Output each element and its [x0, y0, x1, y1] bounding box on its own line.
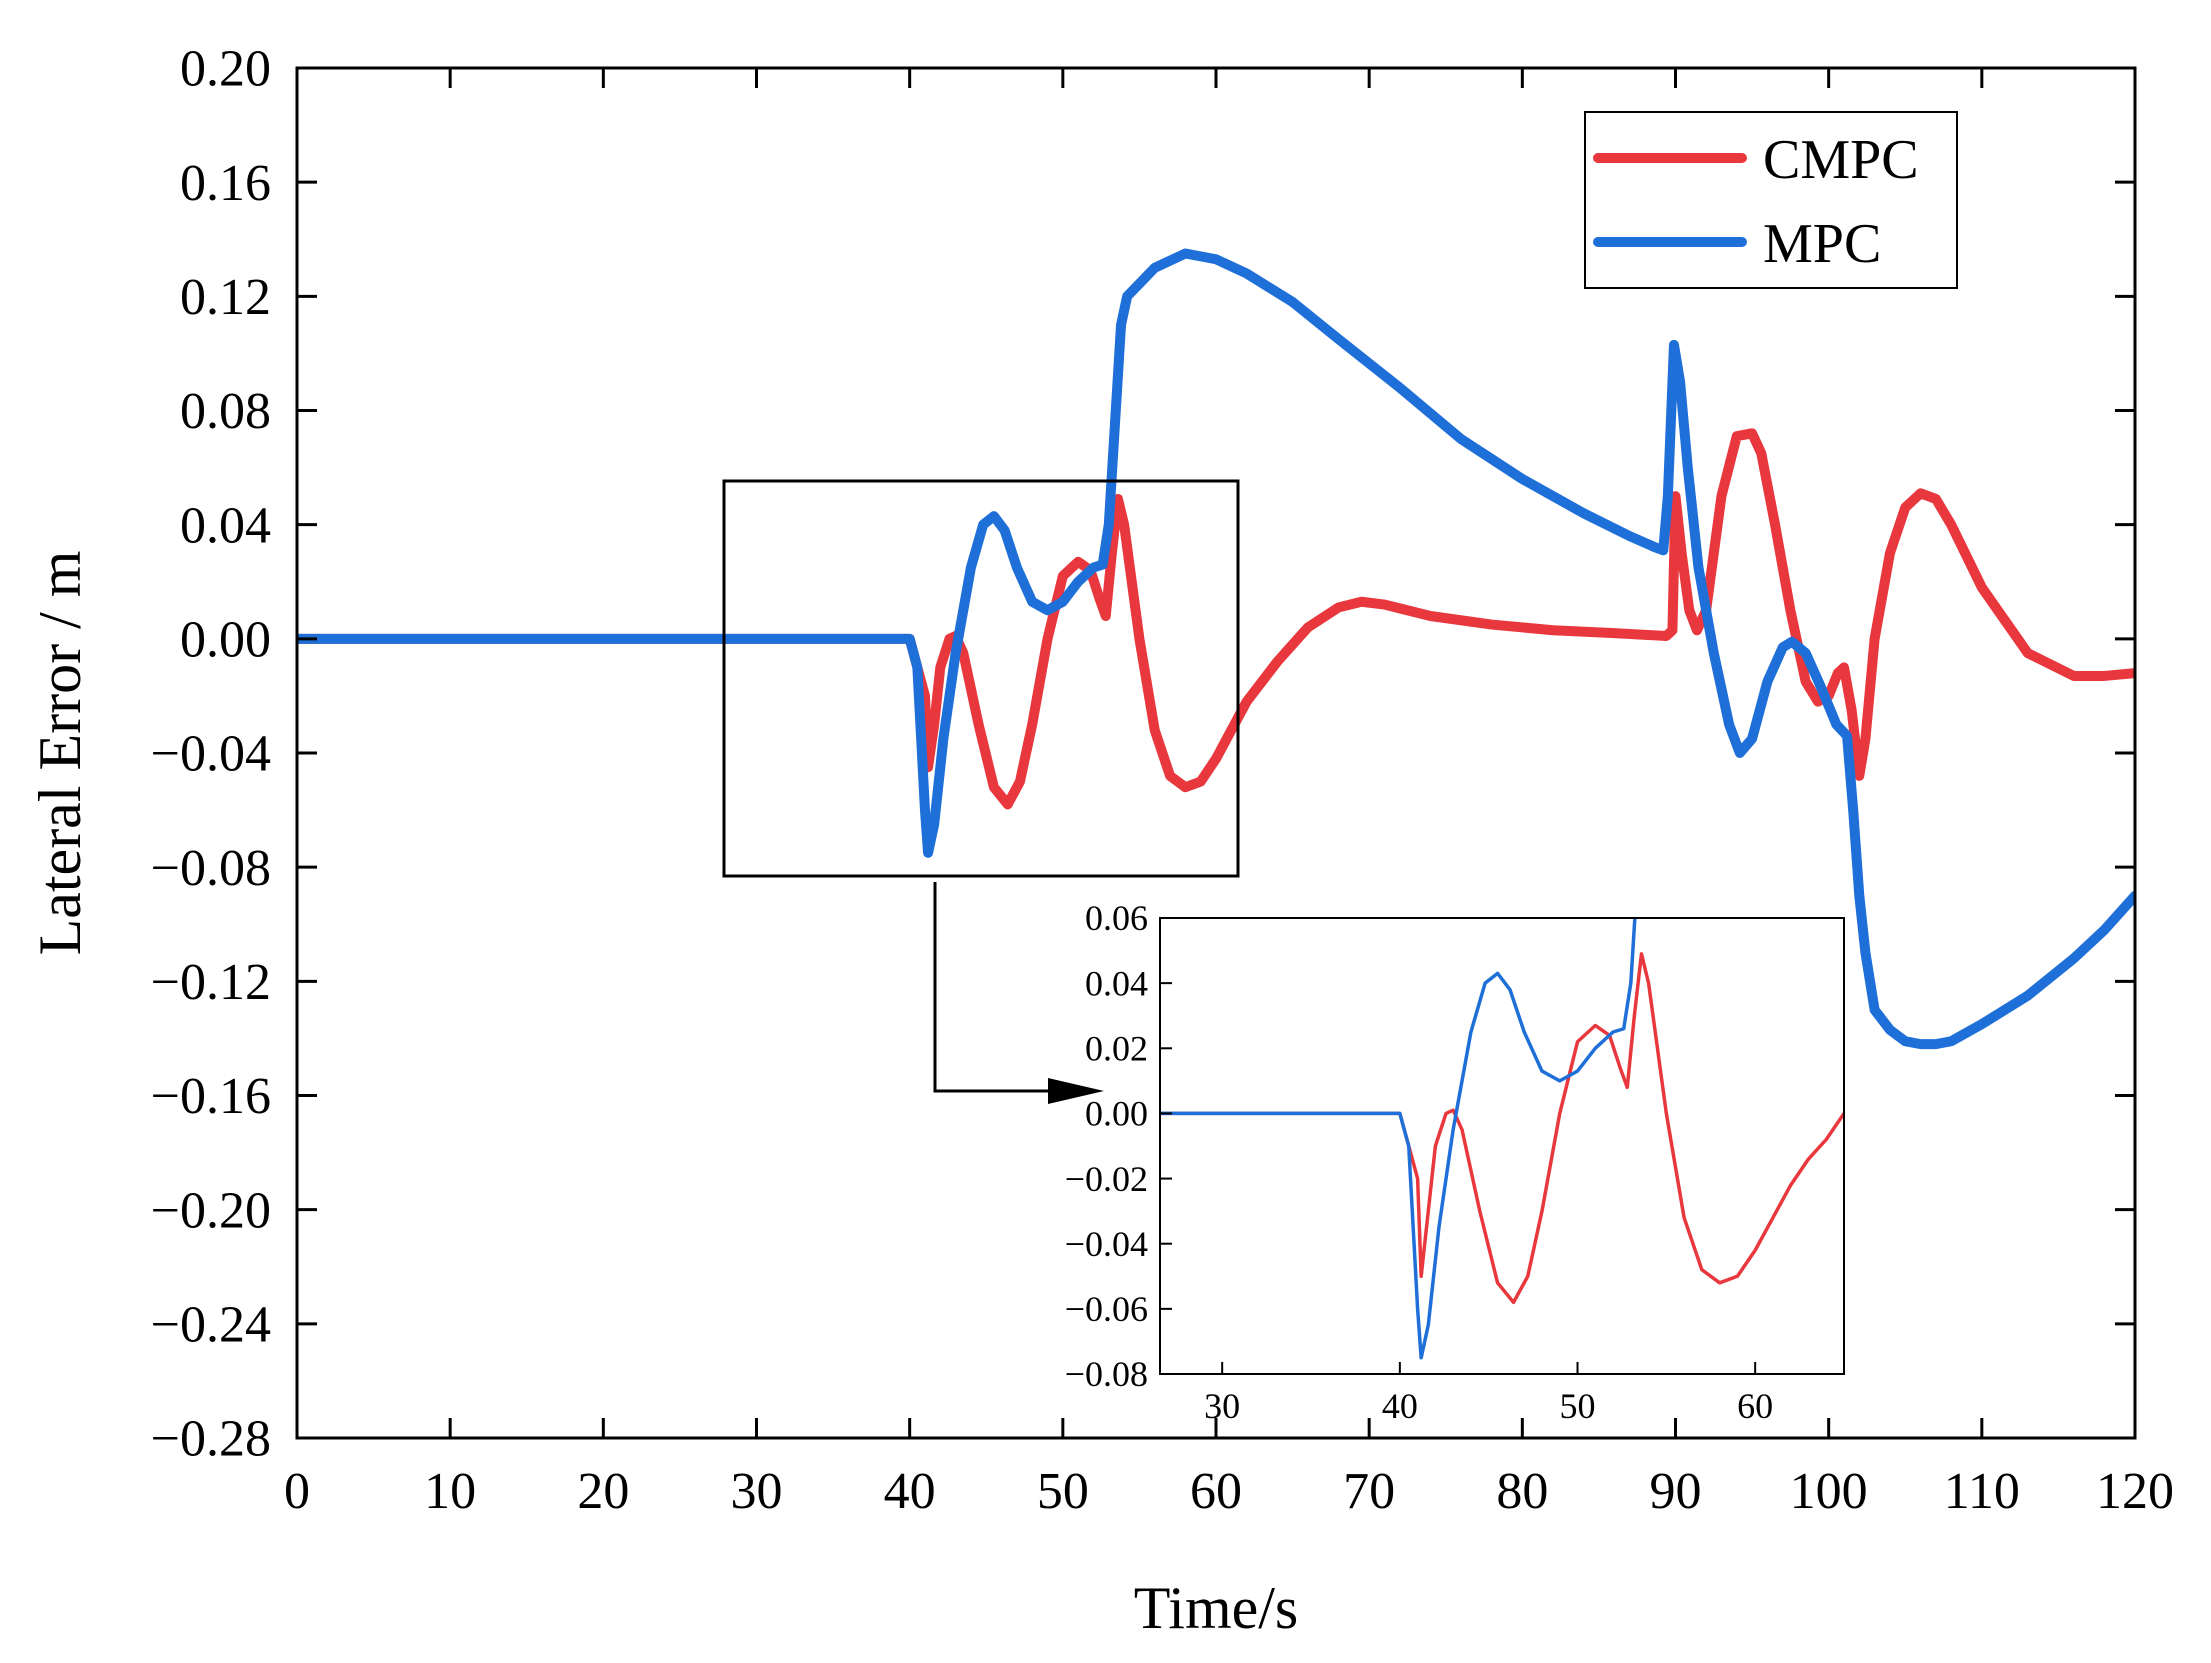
main-x-tick-label: 50	[1037, 1463, 1089, 1520]
main-y-tick-label: −0.24	[151, 1297, 271, 1354]
legend-box	[1584, 111, 1958, 289]
inset-plot-frame	[1159, 917, 1845, 1375]
main-x-tick-label: 70	[1343, 1463, 1395, 1520]
main-x-tick-label: 30	[731, 1463, 783, 1520]
main-x-tick-label: 0	[284, 1463, 310, 1520]
main-x-tick-label: 60	[1190, 1463, 1242, 1520]
inset-x-tick-label: 50	[1560, 1386, 1596, 1426]
main-x-tick-label: 40	[884, 1463, 936, 1520]
main-x-tick-label: 20	[577, 1463, 629, 1520]
main-y-tick-label: 0.12	[180, 269, 271, 326]
main-y-tick-label: −0.20	[151, 1182, 271, 1239]
main-y-tick-label: −0.08	[151, 840, 271, 897]
main-x-tick-label: 80	[1496, 1463, 1548, 1520]
inset-y-tick-label: 0.06	[1085, 898, 1148, 938]
main-series-line-cmpc	[297, 428, 2135, 810]
zoom-arrow-line	[933, 882, 1060, 1093]
main-y-tick-label: 0.16	[180, 155, 271, 212]
inset-x-tick-label: 30	[1204, 1386, 1240, 1426]
inset-y-tick-label: 0.00	[1085, 1094, 1148, 1134]
main-y-tick-label: 0.08	[180, 383, 271, 440]
inset-x-tick-label: 60	[1737, 1386, 1773, 1426]
inset-y-tick-label: 0.04	[1085, 963, 1148, 1003]
inset-series-line-cmpc	[1160, 952, 1844, 1305]
main-x-axis-title: Time/s	[1134, 1575, 1299, 1641]
inset-y-tick-label: −0.04	[1065, 1224, 1148, 1264]
main-y-tick-label: −0.28	[151, 1411, 271, 1468]
legend: CMPC MPC	[1584, 111, 1958, 289]
inset-y-tick-label: −0.08	[1065, 1354, 1148, 1394]
legend-label-cmpc: CMPC	[1763, 129, 1919, 191]
main-series-line-mpc	[297, 248, 2135, 1050]
main-x-tick-label: 10	[424, 1463, 476, 1520]
legend-label-mpc: MPC	[1763, 213, 1881, 275]
inset-plot: 30 40 50 60 0.06 0.04 0.02 0.00 −0.02 −0.04 −0.06 −…	[1065, 898, 1845, 1426]
inset-series-line-mpc	[1160, 918, 1637, 1360]
main-y-axis-title: Lateral Error / m	[27, 551, 93, 956]
main-x-tick-label: 90	[1650, 1463, 1702, 1520]
main-y-tick-label: −0.04	[151, 726, 271, 783]
inset-x-tick-label: 40	[1382, 1386, 1418, 1426]
inset-y-tick-label: −0.06	[1065, 1289, 1148, 1329]
main-x-tick-label: 120	[2096, 1463, 2174, 1520]
zoom-arrow-head	[1048, 1078, 1104, 1104]
zoom-region-box	[722, 479, 1240, 878]
main-y-tick-label: −0.12	[151, 954, 271, 1011]
inset-y-tick-label: 0.02	[1085, 1029, 1148, 1069]
main-y-tick-label: 0.04	[180, 497, 271, 554]
main-x-tick-label: 110	[1944, 1463, 2020, 1520]
inset-y-tick-label: −0.02	[1065, 1159, 1148, 1199]
main-plot: 0 10 20 30 40 50 60 70 80 90 100 110 120 0.20 0.16 0.12…	[27, 41, 2174, 1641]
main-y-tick-label: −0.16	[151, 1068, 271, 1125]
main-y-tick-label: 0.20	[180, 41, 271, 98]
main-y-tick-label: 0.00	[180, 612, 271, 669]
main-x-tick-label: 100	[1790, 1463, 1868, 1520]
